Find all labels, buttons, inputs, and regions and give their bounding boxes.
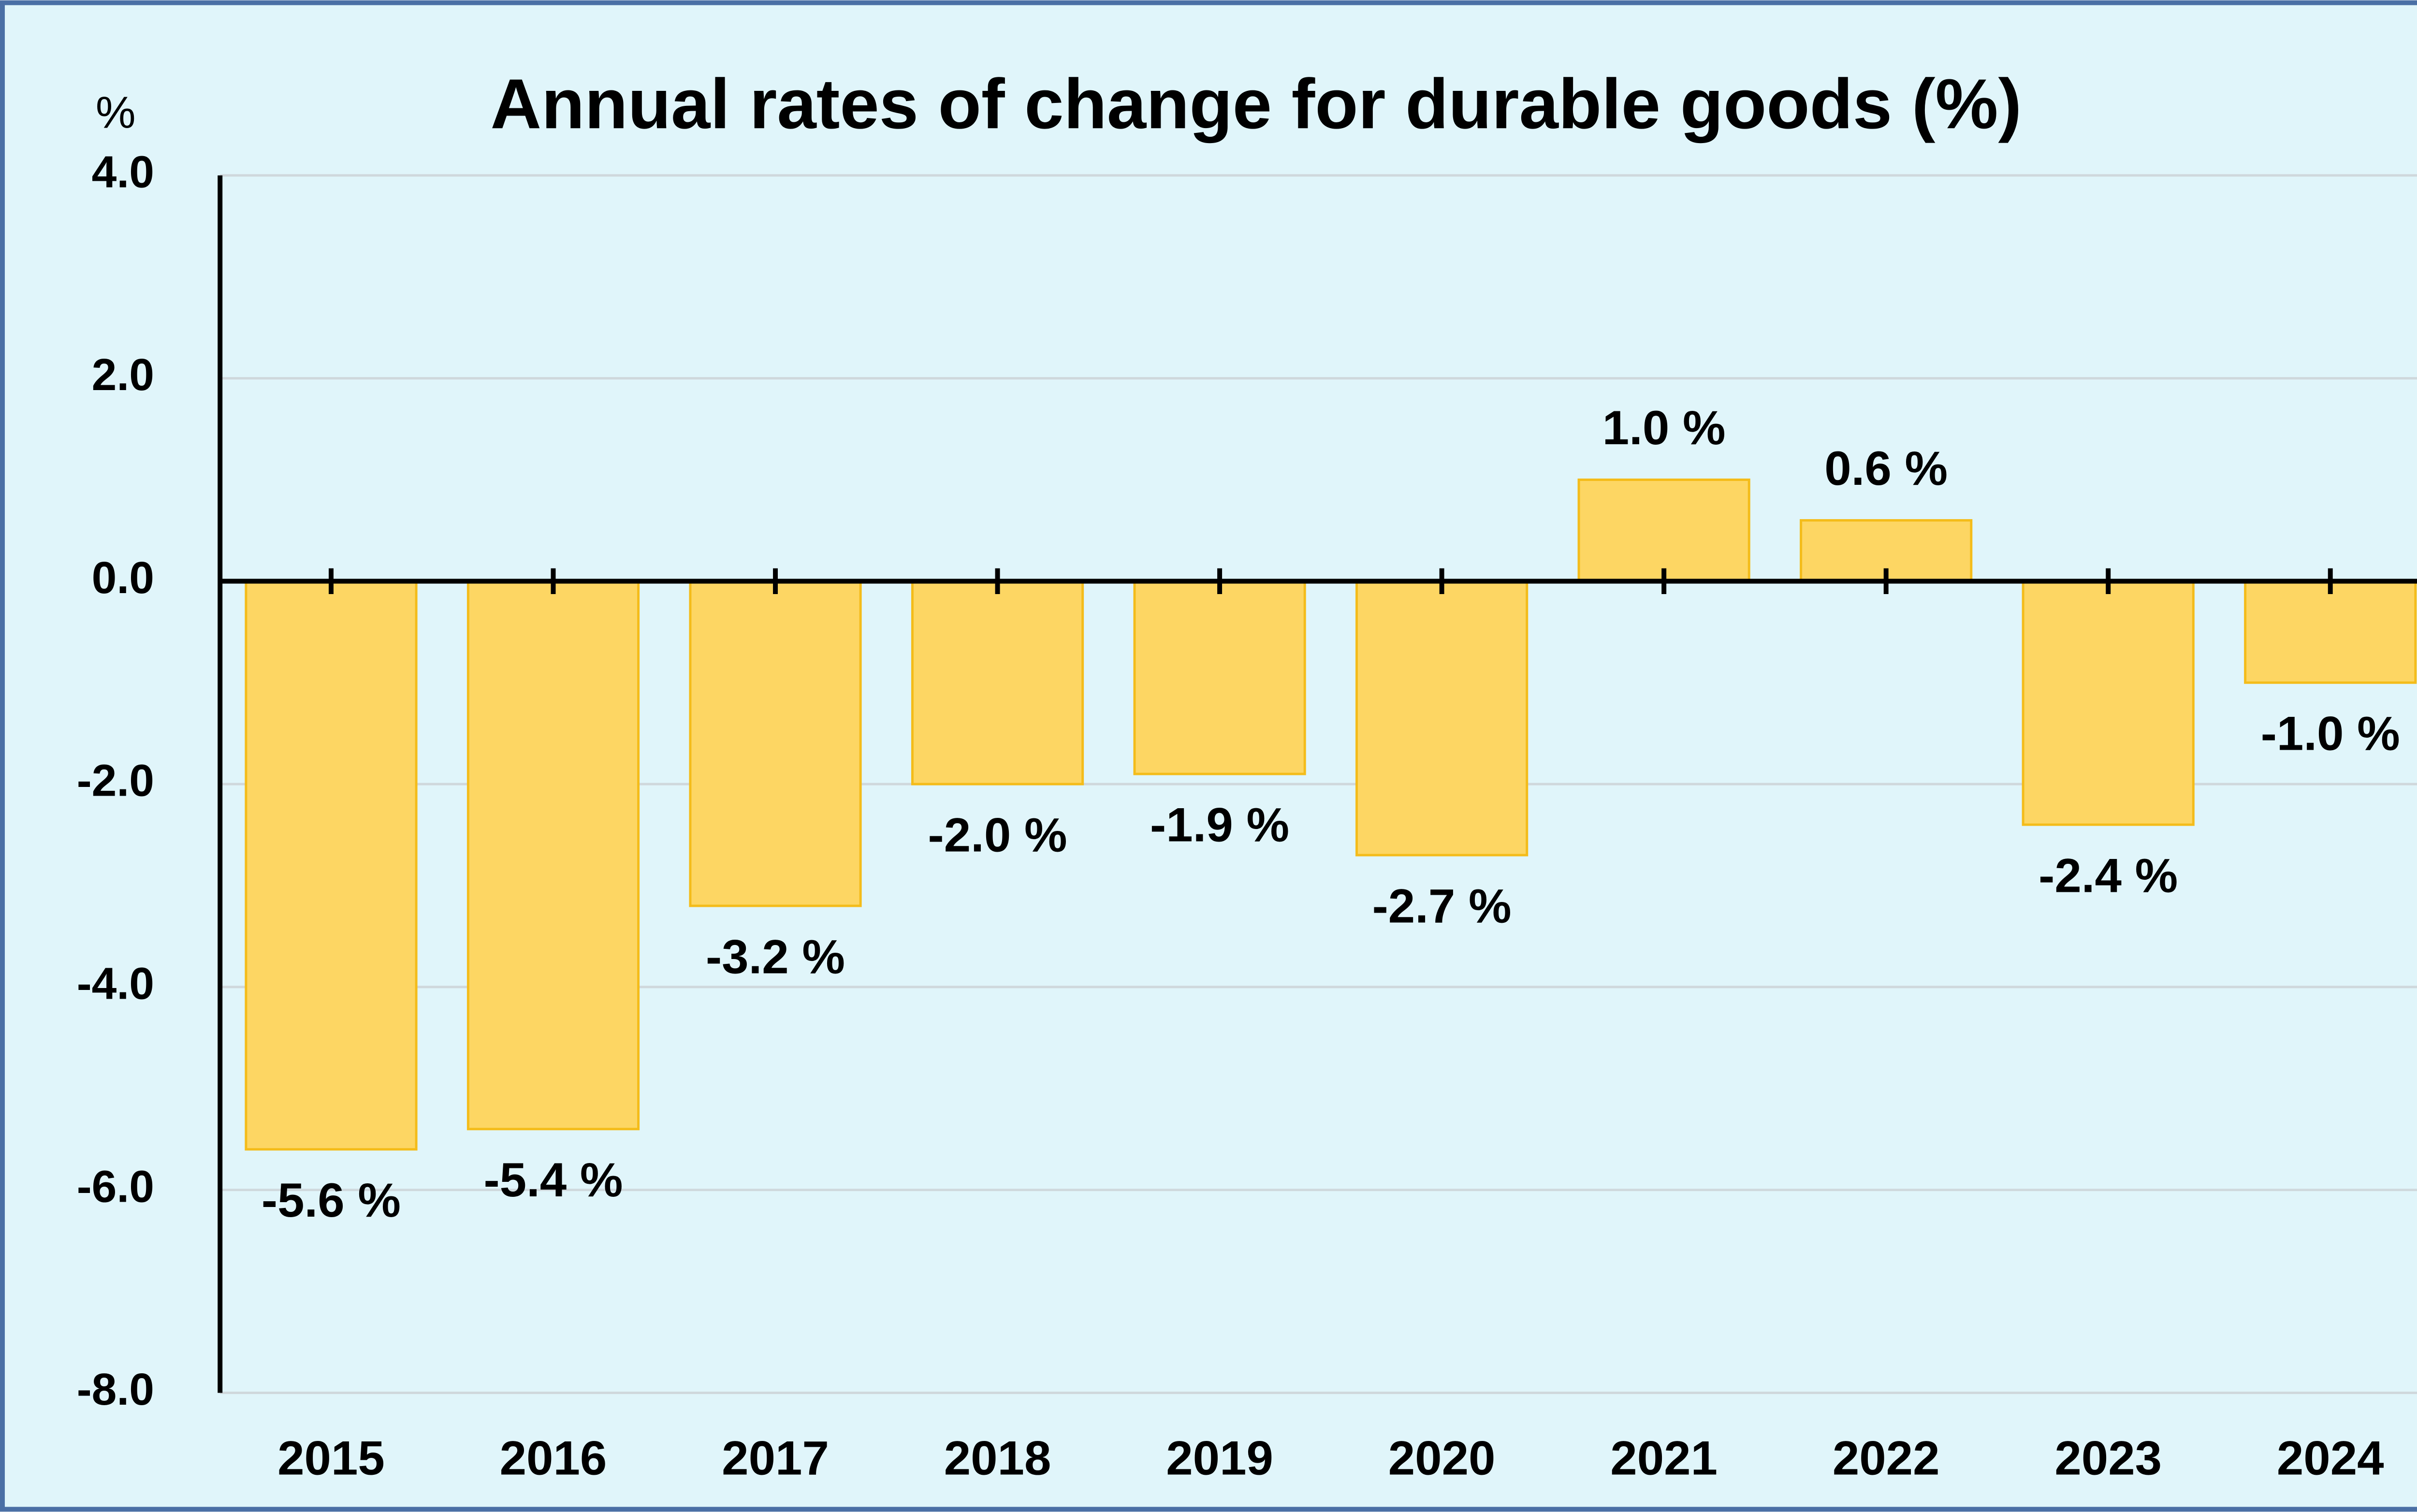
value-label: -1.9 % [1150,798,1289,852]
value-label: -5.4 % [483,1153,623,1207]
x-tick-label: 2024 [2277,1432,2384,1485]
bar [689,580,862,907]
bar [2022,580,2195,826]
x-tick-label: 2016 [500,1432,607,1485]
bar [911,580,1084,785]
value-label: -5.6 % [262,1174,401,1227]
value-label: -1.0 % [2261,707,2400,761]
bar [245,580,418,1151]
x-tick-label: 2020 [1388,1432,1496,1485]
value-label: 0.6 % [1824,442,1948,495]
value-label: -2.4 % [2038,849,2178,902]
y-tick-label: -2.0 [77,756,154,806]
y-tick-label: -8.0 [77,1364,154,1414]
bar [1133,580,1306,775]
y-tick-label: -6.0 [77,1161,154,1211]
y-axis-unit: % [96,87,136,137]
bar [1355,580,1529,857]
x-tick-label: 2021 [1610,1432,1718,1485]
value-label: -2.0 % [928,808,1067,862]
y-tick-label: -4.0 [77,958,154,1008]
x-tick-label: 2023 [2054,1432,2162,1485]
x-tick-label: 2022 [1833,1432,1940,1485]
y-tick-label: 4.0 [92,146,154,197]
value-label: -2.7 % [1372,879,1512,933]
x-tick-label: 2018 [944,1432,1051,1485]
x-tick-label: 2015 [277,1432,385,1485]
value-label: -3.2 % [706,930,845,984]
chart-title: Annual rates of change for durable goods… [491,64,2022,143]
x-tick-label: 2019 [1166,1432,1273,1485]
bar [466,580,640,1131]
y-tick-label: 2.0 [92,349,154,400]
value-label: 1.0 % [1602,401,1726,455]
bar [2244,580,2417,684]
y-tick-label: 0.0 [92,552,154,603]
x-tick-label: 2017 [722,1432,829,1485]
bar [1577,479,1750,582]
